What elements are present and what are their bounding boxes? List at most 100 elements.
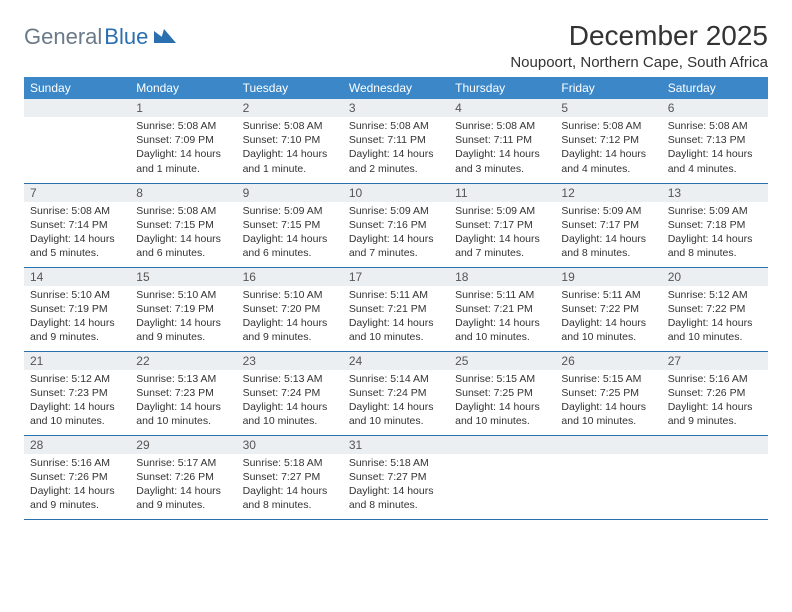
month-title: December 2025 bbox=[510, 20, 768, 52]
cell-line-d2: and 10 minutes. bbox=[349, 414, 443, 428]
calendar-cell: 18Sunrise: 5:11 AMSunset: 7:21 PMDayligh… bbox=[449, 267, 555, 351]
day-number: 7 bbox=[24, 184, 130, 202]
cell-line-sr: Sunrise: 5:10 AM bbox=[136, 288, 230, 302]
cell-line-d2: and 10 minutes. bbox=[30, 414, 124, 428]
cell-body: Sunrise: 5:08 AMSunset: 7:14 PMDaylight:… bbox=[24, 202, 130, 265]
cell-line-ss: Sunset: 7:15 PM bbox=[136, 218, 230, 232]
cell-line-d2: and 10 minutes. bbox=[455, 330, 549, 344]
cell-line-ss: Sunset: 7:14 PM bbox=[30, 218, 124, 232]
weekday-header: Monday bbox=[130, 77, 236, 99]
day-number: 20 bbox=[662, 268, 768, 286]
calendar-cell: 14Sunrise: 5:10 AMSunset: 7:19 PMDayligh… bbox=[24, 267, 130, 351]
cell-line-ss: Sunset: 7:25 PM bbox=[455, 386, 549, 400]
cell-line-ss: Sunset: 7:11 PM bbox=[349, 133, 443, 147]
calendar-cell: 10Sunrise: 5:09 AMSunset: 7:16 PMDayligh… bbox=[343, 183, 449, 267]
cell-line-d1: Daylight: 14 hours bbox=[561, 316, 655, 330]
cell-line-d2: and 1 minute. bbox=[136, 162, 230, 176]
day-number: 25 bbox=[449, 352, 555, 370]
cell-line-d2: and 9 minutes. bbox=[30, 330, 124, 344]
cell-line-d2: and 7 minutes. bbox=[455, 246, 549, 260]
calendar-cell: 30Sunrise: 5:18 AMSunset: 7:27 PMDayligh… bbox=[237, 435, 343, 519]
weekday-header: Friday bbox=[555, 77, 661, 99]
weekday-header-row: Sunday Monday Tuesday Wednesday Thursday… bbox=[24, 77, 768, 99]
cell-line-sr: Sunrise: 5:09 AM bbox=[455, 204, 549, 218]
calendar-row: 14Sunrise: 5:10 AMSunset: 7:19 PMDayligh… bbox=[24, 267, 768, 351]
logo-text-blue: Blue bbox=[104, 24, 148, 50]
cell-line-d1: Daylight: 14 hours bbox=[455, 147, 549, 161]
calendar-cell: 5Sunrise: 5:08 AMSunset: 7:12 PMDaylight… bbox=[555, 99, 661, 183]
cell-line-sr: Sunrise: 5:08 AM bbox=[243, 119, 337, 133]
cell-line-d2: and 10 minutes. bbox=[561, 330, 655, 344]
calendar-cell: 21Sunrise: 5:12 AMSunset: 7:23 PMDayligh… bbox=[24, 351, 130, 435]
calendar-cell: 26Sunrise: 5:15 AMSunset: 7:25 PMDayligh… bbox=[555, 351, 661, 435]
cell-line-d1: Daylight: 14 hours bbox=[455, 316, 549, 330]
cell-line-d1: Daylight: 14 hours bbox=[243, 316, 337, 330]
day-number: 15 bbox=[130, 268, 236, 286]
calendar-cell: 23Sunrise: 5:13 AMSunset: 7:24 PMDayligh… bbox=[237, 351, 343, 435]
day-number: 9 bbox=[237, 184, 343, 202]
cell-line-d2: and 10 minutes. bbox=[455, 414, 549, 428]
cell-line-d2: and 7 minutes. bbox=[349, 246, 443, 260]
cell-line-ss: Sunset: 7:21 PM bbox=[455, 302, 549, 316]
empty-day-strip bbox=[555, 436, 661, 454]
cell-body: Sunrise: 5:12 AMSunset: 7:23 PMDaylight:… bbox=[24, 370, 130, 433]
cell-line-ss: Sunset: 7:27 PM bbox=[243, 470, 337, 484]
cell-line-d2: and 1 minute. bbox=[243, 162, 337, 176]
cell-line-d1: Daylight: 14 hours bbox=[349, 484, 443, 498]
weekday-header: Wednesday bbox=[343, 77, 449, 99]
calendar-table: Sunday Monday Tuesday Wednesday Thursday… bbox=[24, 77, 768, 520]
cell-line-d2: and 8 minutes. bbox=[668, 246, 762, 260]
cell-line-sr: Sunrise: 5:18 AM bbox=[349, 456, 443, 470]
day-number: 16 bbox=[237, 268, 343, 286]
cell-body: Sunrise: 5:10 AMSunset: 7:20 PMDaylight:… bbox=[237, 286, 343, 349]
cell-line-sr: Sunrise: 5:09 AM bbox=[668, 204, 762, 218]
calendar-cell: 20Sunrise: 5:12 AMSunset: 7:22 PMDayligh… bbox=[662, 267, 768, 351]
cell-line-sr: Sunrise: 5:08 AM bbox=[455, 119, 549, 133]
calendar-row: 21Sunrise: 5:12 AMSunset: 7:23 PMDayligh… bbox=[24, 351, 768, 435]
cell-line-sr: Sunrise: 5:17 AM bbox=[136, 456, 230, 470]
empty-day-strip bbox=[662, 436, 768, 454]
day-number: 22 bbox=[130, 352, 236, 370]
day-number: 30 bbox=[237, 436, 343, 454]
cell-line-d2: and 4 minutes. bbox=[668, 162, 762, 176]
cell-line-sr: Sunrise: 5:18 AM bbox=[243, 456, 337, 470]
cell-body: Sunrise: 5:15 AMSunset: 7:25 PMDaylight:… bbox=[555, 370, 661, 433]
cell-body: Sunrise: 5:09 AMSunset: 7:17 PMDaylight:… bbox=[555, 202, 661, 265]
location-text: Noupoort, Northern Cape, South Africa bbox=[510, 54, 768, 71]
cell-line-d1: Daylight: 14 hours bbox=[30, 232, 124, 246]
cell-line-d1: Daylight: 14 hours bbox=[136, 147, 230, 161]
calendar-cell: 19Sunrise: 5:11 AMSunset: 7:22 PMDayligh… bbox=[555, 267, 661, 351]
cell-line-sr: Sunrise: 5:10 AM bbox=[243, 288, 337, 302]
header: GeneralBlue December 2025 Noupoort, Nort… bbox=[24, 20, 768, 71]
cell-body: Sunrise: 5:17 AMSunset: 7:26 PMDaylight:… bbox=[130, 454, 236, 517]
day-number: 10 bbox=[343, 184, 449, 202]
cell-line-d2: and 8 minutes. bbox=[561, 246, 655, 260]
calendar-cell: 8Sunrise: 5:08 AMSunset: 7:15 PMDaylight… bbox=[130, 183, 236, 267]
cell-line-d1: Daylight: 14 hours bbox=[30, 316, 124, 330]
cell-body: Sunrise: 5:16 AMSunset: 7:26 PMDaylight:… bbox=[24, 454, 130, 517]
day-number: 19 bbox=[555, 268, 661, 286]
cell-line-d1: Daylight: 14 hours bbox=[349, 400, 443, 414]
cell-line-d2: and 10 minutes. bbox=[349, 330, 443, 344]
day-number: 4 bbox=[449, 99, 555, 117]
cell-line-sr: Sunrise: 5:15 AM bbox=[455, 372, 549, 386]
day-number: 26 bbox=[555, 352, 661, 370]
cell-line-ss: Sunset: 7:15 PM bbox=[243, 218, 337, 232]
cell-line-sr: Sunrise: 5:14 AM bbox=[349, 372, 443, 386]
cell-line-ss: Sunset: 7:18 PM bbox=[668, 218, 762, 232]
cell-body: Sunrise: 5:08 AMSunset: 7:11 PMDaylight:… bbox=[449, 117, 555, 180]
calendar-cell: 1Sunrise: 5:08 AMSunset: 7:09 PMDaylight… bbox=[130, 99, 236, 183]
cell-line-d1: Daylight: 14 hours bbox=[668, 400, 762, 414]
day-number: 11 bbox=[449, 184, 555, 202]
cell-line-ss: Sunset: 7:10 PM bbox=[243, 133, 337, 147]
cell-line-d2: and 5 minutes. bbox=[30, 246, 124, 260]
cell-line-d1: Daylight: 14 hours bbox=[30, 400, 124, 414]
cell-line-ss: Sunset: 7:17 PM bbox=[561, 218, 655, 232]
cell-line-ss: Sunset: 7:24 PM bbox=[243, 386, 337, 400]
day-number: 13 bbox=[662, 184, 768, 202]
cell-line-d2: and 9 minutes. bbox=[136, 498, 230, 512]
cell-line-sr: Sunrise: 5:08 AM bbox=[136, 204, 230, 218]
cell-line-ss: Sunset: 7:22 PM bbox=[668, 302, 762, 316]
cell-body: Sunrise: 5:18 AMSunset: 7:27 PMDaylight:… bbox=[237, 454, 343, 517]
cell-line-d1: Daylight: 14 hours bbox=[30, 484, 124, 498]
